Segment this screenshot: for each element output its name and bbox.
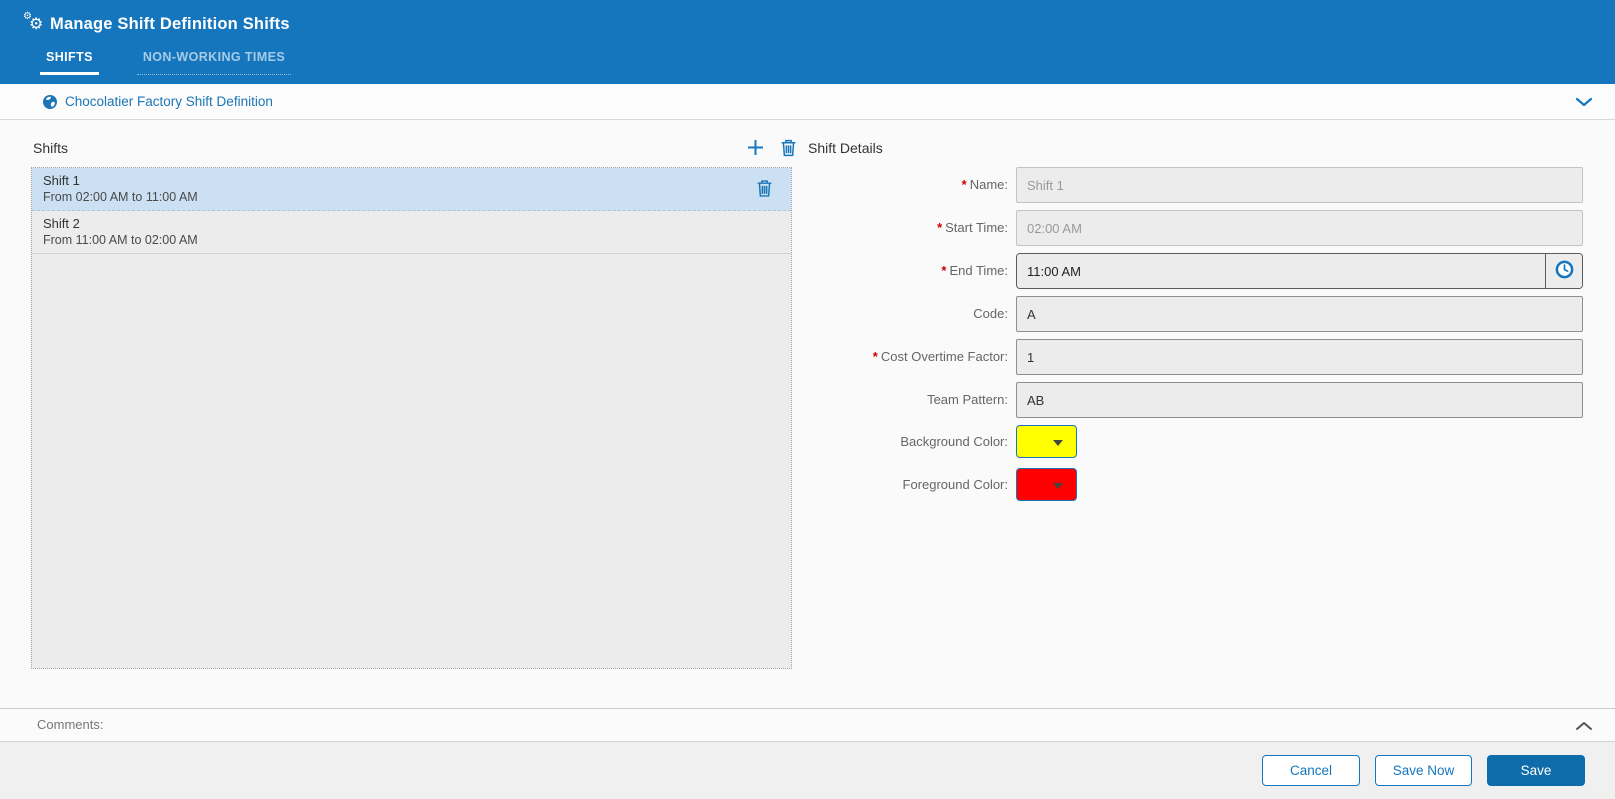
chevron-up-icon[interactable] [1575, 719, 1593, 737]
team-pattern-field[interactable] [1016, 382, 1583, 418]
required-marker: * [941, 263, 947, 278]
required-marker: * [961, 177, 967, 192]
list-item-shift-1[interactable]: Shift 1 From 02:00 AM to 11:00 AM [32, 168, 791, 211]
shifts-panel-title: Shifts [33, 140, 69, 156]
required-marker: * [872, 349, 878, 364]
shift-details-form: *Name: *Start Time: *End Time: Code: [808, 167, 1583, 508]
shift-name: Shift 2 [43, 216, 80, 231]
code-field[interactable] [1016, 296, 1583, 332]
clock-icon [1555, 260, 1574, 282]
shift-name: Shift 1 [43, 173, 80, 188]
background-color-label: Background Color: [900, 434, 1008, 449]
shift-range: From 02:00 AM to 11:00 AM [43, 190, 198, 204]
shift-range: From 11:00 AM to 02:00 AM [43, 233, 198, 247]
tab-shifts[interactable]: SHIFTS [40, 46, 99, 75]
breadcrumb: Chocolatier Factory Shift Definition [0, 84, 1615, 120]
foreground-color-label: Foreground Color: [902, 477, 1009, 492]
shift-details-title: Shift Details [808, 140, 883, 156]
caret-down-icon [1053, 440, 1063, 446]
form-row-code: Code: [808, 296, 1583, 332]
page-title: Manage Shift Definition Shifts [50, 14, 290, 33]
start-time-label: Start Time: [945, 220, 1008, 235]
save-button[interactable]: Save [1487, 755, 1585, 786]
cost-overtime-factor-label: Cost Overtime Factor: [880, 349, 1008, 364]
app-header: ⚙ ⚙ Manage Shift Definition Shifts SHIFTS… [0, 0, 1615, 84]
chevron-down-icon[interactable] [1575, 95, 1593, 113]
name-label: Name: [969, 177, 1008, 192]
form-row-end-time: * End Time: [808, 253, 1583, 289]
save-now-button[interactable]: Save Now [1375, 755, 1472, 786]
time-picker-button[interactable] [1545, 254, 1582, 288]
form-row-team-pattern: Team Pattern: [808, 382, 1583, 418]
foreground-color-picker[interactable] [1016, 468, 1077, 501]
comments-label: Comments: [37, 717, 104, 732]
delete-shift-button[interactable] [780, 139, 797, 160]
end-time-field[interactable] [1017, 254, 1545, 288]
background-color-picker[interactable] [1016, 425, 1077, 458]
required-marker: * [937, 220, 943, 235]
form-row-foreground-color: Foreground Color: [808, 468, 1583, 501]
shift-list: Shift 1 From 02:00 AM to 11:00 AM Shift … [31, 167, 792, 669]
code-label: Code: [973, 306, 1008, 321]
tab-non-working-times[interactable]: NON-WORKING TIMES [136, 46, 292, 75]
form-row-cost-overtime-factor: * Cost Overtime Factor: [808, 339, 1583, 375]
tab-bar: SHIFTS NON-WORKING TIMES [40, 46, 292, 75]
form-row-background-color: Background Color: [808, 425, 1583, 458]
list-item-shift-2[interactable]: Shift 2 From 11:00 AM to 02:00 AM [32, 211, 791, 254]
end-time-label: End Time: [949, 263, 1008, 278]
cost-overtime-factor-field[interactable] [1016, 339, 1583, 375]
breadcrumb-label[interactable]: Chocolatier Factory Shift Definition [65, 94, 273, 109]
trash-icon [780, 139, 797, 160]
main-content: Shifts Shift Details Shift 1 From 02:00 … [0, 120, 1615, 708]
start-time-field[interactable] [1016, 210, 1583, 246]
team-pattern-label: Team Pattern: [927, 392, 1008, 407]
globe-icon [42, 94, 58, 110]
caret-down-icon [1053, 483, 1063, 489]
add-shift-button[interactable] [746, 138, 765, 160]
name-field[interactable] [1016, 167, 1583, 203]
row-trash-icon[interactable] [756, 179, 773, 203]
footer-bar: Cancel Save Now Save [0, 742, 1615, 799]
cancel-button[interactable]: Cancel [1262, 755, 1360, 786]
plus-icon [746, 140, 765, 160]
comments-section[interactable]: Comments: [0, 708, 1615, 742]
end-time-combo [1016, 253, 1583, 289]
gears-icon: ⚙ ⚙ [23, 11, 44, 33]
form-row-start-time: * Start Time: [808, 210, 1583, 246]
form-row-name: * Name: [808, 167, 1583, 203]
